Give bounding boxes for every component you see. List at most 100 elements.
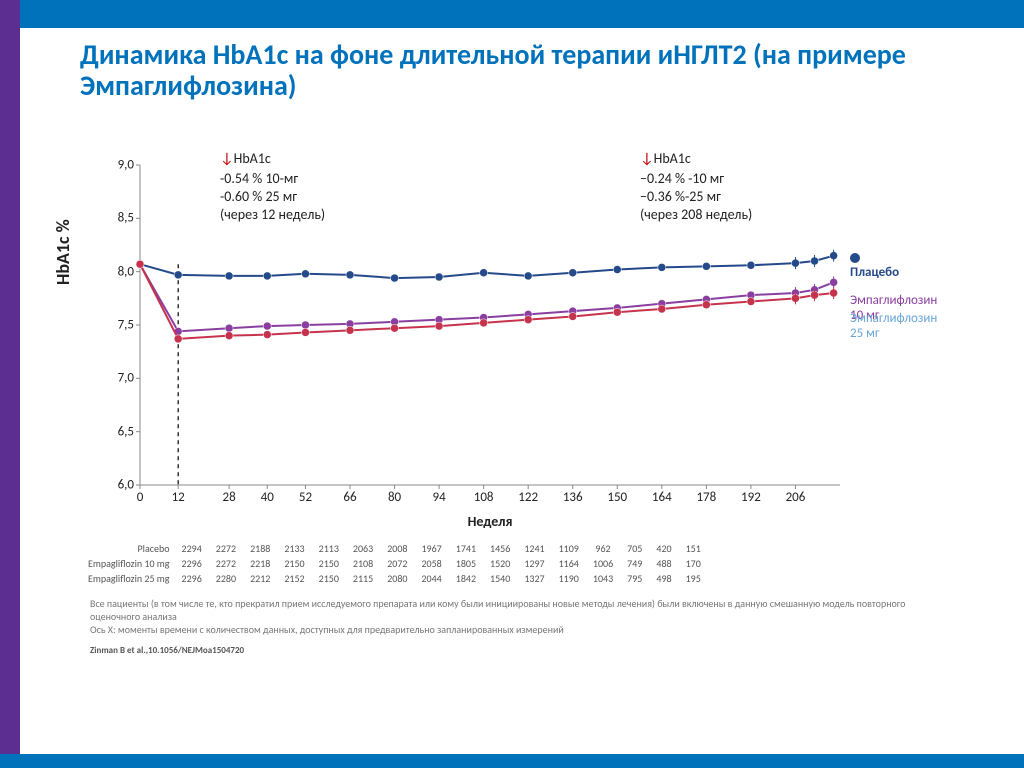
anno-left-line3: (через 12 недель) [220, 206, 325, 224]
table-cell: 2008 [381, 542, 413, 555]
table-cell: 2150 [278, 557, 310, 570]
table-cell: 2080 [381, 572, 413, 585]
table-cell: 2063 [347, 542, 379, 555]
table-cell: 1805 [450, 557, 482, 570]
footer-bar [0, 754, 1024, 768]
side-accent [0, 0, 20, 768]
table-cell: 795 [621, 572, 648, 585]
citation-text: Zinman B et al.,10.1056/NEJMoa1504720 [90, 645, 244, 656]
table-cell: 195 [680, 572, 707, 585]
y-tick-label: 7,5 [118, 318, 134, 333]
x-tick-label: 122 [518, 490, 538, 505]
table-cell: 2296 [176, 572, 208, 585]
table-cell: 420 [650, 542, 677, 555]
table-cell: 1741 [450, 542, 482, 555]
table-cell: 2058 [415, 557, 447, 570]
y-tick-label: 8,0 [118, 264, 134, 279]
table-cell: 1006 [587, 557, 619, 570]
anno-left-line1: -0.54 % 10-мг [220, 170, 325, 188]
x-tick-label: 192 [741, 490, 761, 505]
table-cell: 1164 [553, 557, 585, 570]
plot-area: ↓HbA1c -0.54 % 10-мг -0.60 % 25 мг (чере… [140, 165, 840, 485]
y-tick-label: 9,0 [118, 158, 134, 173]
y-axis: 6,06,57,07,58,08,59,0 [100, 165, 140, 485]
table-row-label: Empagliflozin 10 mg [82, 557, 174, 570]
table-cell: 170 [680, 557, 707, 570]
anno-right-line1: −0.24 % -10 мг [640, 170, 752, 188]
table-cell: 2150 [313, 557, 345, 570]
table-cell: 2188 [244, 542, 276, 555]
anno-left-line2: -0.60 % 25 мг [220, 188, 325, 206]
table-cell: 2280 [210, 572, 242, 585]
annotation-right: ↓HbA1c −0.24 % -10 мг −0.36 %-25 мг (чер… [640, 150, 752, 224]
patient-count-table: Placebo229422722188213321132063200819671… [80, 540, 709, 587]
y-axis-label: HbA1c % [52, 219, 74, 285]
x-tick-label: 178 [696, 490, 716, 505]
table-cell: 1190 [553, 572, 585, 585]
table-cell: 2133 [278, 542, 310, 555]
x-tick-label: 0 [137, 490, 144, 505]
table-cell: 1043 [587, 572, 619, 585]
table-row: Empagliflozin 25 mg229622802212215221502… [82, 572, 707, 585]
table-cell: 151 [680, 542, 707, 555]
x-tick-label: 206 [786, 490, 806, 505]
table-cell: 488 [650, 557, 677, 570]
table-cell: 705 [621, 542, 648, 555]
x-tick-label: 80 [388, 490, 401, 505]
table-row-label: Empagliflozin 25 mg [82, 572, 174, 585]
x-tick-label: 164 [652, 490, 672, 505]
legend-placebo: Плацебо [850, 250, 899, 280]
x-tick-label: 108 [474, 490, 494, 505]
legend-empa25: Эмпаглифлозин 25 мг [850, 311, 937, 341]
chart-container: HbA1c % 6,06,57,07,58,08,59,0 ↓HbA1c -0.… [60, 125, 984, 698]
slide-title: Динамика HbA1c на фоне длительной терапи… [80, 40, 964, 102]
table-cell: 2272 [210, 542, 242, 555]
x-tick-label: 28 [222, 490, 235, 505]
anno-right-line2: −0.36 %-25 мг [640, 188, 752, 206]
table-cell: 2044 [415, 572, 447, 585]
table-cell: 2296 [176, 557, 208, 570]
y-tick-label: 6,5 [118, 424, 134, 439]
table-cell: 2115 [347, 572, 379, 585]
table-cell: 2212 [244, 572, 276, 585]
anno-right-line3: (через 208 недель) [640, 206, 752, 224]
footnote-text: Все пациенты (в том числе те, кто прекра… [90, 597, 924, 636]
annotation-left: ↓HbA1c -0.54 % 10-мг -0.60 % 25 мг (чере… [220, 150, 325, 224]
table-cell: 962 [587, 542, 619, 555]
x-tick-label: 150 [607, 490, 627, 505]
legend-swatch-icon [850, 253, 860, 263]
x-tick-label: 52 [299, 490, 312, 505]
y-tick-label: 8,5 [118, 211, 134, 226]
x-tick-label: 94 [432, 490, 445, 505]
x-axis-label: Неделя [140, 513, 840, 530]
table-cell: 2272 [210, 557, 242, 570]
table-cell: 1456 [484, 542, 516, 555]
x-tick-label: 66 [343, 490, 356, 505]
table-cell: 749 [621, 557, 648, 570]
y-tick-label: 6,0 [118, 478, 134, 493]
table-cell: 1109 [553, 542, 585, 555]
table-row: Empagliflozin 10 mg229622722218215021502… [82, 557, 707, 570]
table-cell: 2113 [313, 542, 345, 555]
table-cell: 498 [650, 572, 677, 585]
table-cell: 2108 [347, 557, 379, 570]
table-row-label: Placebo [82, 542, 174, 555]
table-cell: 2150 [313, 572, 345, 585]
table-cell: 2072 [381, 557, 413, 570]
table-cell: 2152 [278, 572, 310, 585]
table-cell: 1967 [415, 542, 447, 555]
table-cell: 2294 [176, 542, 208, 555]
table-cell: 1297 [518, 557, 550, 570]
table-cell: 2218 [244, 557, 276, 570]
table-cell: 1520 [484, 557, 516, 570]
x-tick-label: 136 [563, 490, 583, 505]
anno-left-header: HbA1c [234, 150, 271, 167]
table-cell: 1540 [484, 572, 516, 585]
header-bar [0, 0, 1024, 28]
x-tick-label: 12 [172, 490, 185, 505]
x-tick-label: 40 [261, 490, 274, 505]
table-cell: 1842 [450, 572, 482, 585]
anno-right-header: HbA1c [654, 150, 691, 167]
y-tick-label: 7,0 [118, 371, 134, 386]
title-text: Динамика HbA1c на фоне длительной терапи… [80, 40, 964, 102]
